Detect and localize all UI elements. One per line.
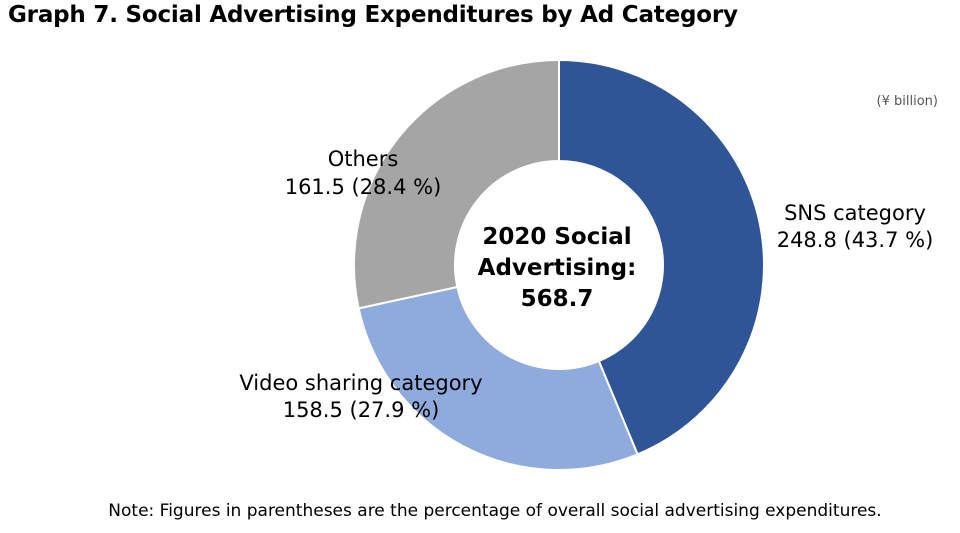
label-name-others: Others <box>328 147 399 171</box>
center-label-line-3: 568.7 <box>521 286 594 312</box>
label-name-video-sharing-category: Video sharing category <box>239 371 482 395</box>
chart-title: Graph 7. Social Advertising Expenditures… <box>8 2 738 28</box>
chart-note: Note: Figures in parentheses are the per… <box>108 501 882 521</box>
slice-video-sharing-category <box>357 285 639 471</box>
unit-label: (¥ billion) <box>876 94 938 109</box>
label-name-sns-category: SNS category <box>784 201 926 225</box>
slice-others <box>353 58 560 310</box>
center-label-line-2: Advertising: <box>478 255 637 281</box>
label-value-others: 161.5 (28.4 %) <box>285 175 442 199</box>
slice-sns-category <box>558 58 765 456</box>
center-label-line-1: 2020 Social <box>482 224 631 250</box>
label-value-video-sharing-category: 158.5 (27.9 %) <box>283 398 440 422</box>
label-value-sns-category: 248.8 (43.7 %) <box>777 228 934 252</box>
